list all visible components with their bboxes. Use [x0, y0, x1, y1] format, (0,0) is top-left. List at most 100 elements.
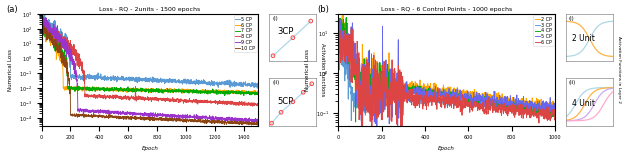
- Line: 6 CP: 6 CP: [42, 22, 259, 94]
- 3 CP: [551, 110, 559, 111]
- 10 CP: [255, 123, 262, 125]
- 5 CP: [164, 81, 172, 83]
- 4 CP: [335, 18, 342, 20]
- 4 CP: [551, 111, 559, 113]
- 3 CP: [379, 96, 387, 98]
- X-axis label: Epoch: Epoch: [438, 146, 455, 151]
- 9 CP: [227, 120, 235, 121]
- Line: 5 CP: 5 CP: [339, 20, 555, 137]
- 8 CP: [220, 100, 227, 102]
- 6 CP: [504, 111, 511, 113]
- 6 CP: [541, 113, 548, 115]
- 6 CP: [246, 93, 253, 95]
- 9 CP: [104, 109, 112, 111]
- Line: 8 CP: 8 CP: [42, 24, 259, 106]
- 5 CP: [227, 84, 235, 86]
- 7 CP: [255, 92, 262, 94]
- 4 CP: [527, 107, 534, 109]
- 5 CP: [512, 101, 520, 103]
- 9 CP: [38, 14, 46, 16]
- Text: Activation Functions: Activation Functions: [320, 43, 325, 96]
- 5 CP: [394, 136, 401, 138]
- 4 CP: [379, 75, 387, 77]
- Line: 7 CP: 7 CP: [42, 23, 259, 96]
- 5 CP: [527, 103, 534, 105]
- 8 CP: [38, 27, 45, 29]
- 9 CP: [220, 118, 227, 120]
- 10 CP: [87, 115, 95, 117]
- 4 CP: [348, 59, 356, 60]
- 6 CP: [38, 27, 45, 29]
- 7 CP: [87, 88, 95, 90]
- Y-axis label: Numerical Loss: Numerical Loss: [305, 49, 310, 91]
- Y-axis label: Numerical Loss: Numerical Loss: [8, 49, 13, 91]
- Text: (a): (a): [6, 5, 18, 14]
- Line: 9 CP: 9 CP: [42, 15, 259, 123]
- 6 CP: [379, 81, 387, 83]
- 5 CP: [379, 25, 387, 27]
- 8 CP: [255, 104, 262, 105]
- 2 CP: [335, 30, 342, 32]
- 7 CP: [220, 92, 227, 94]
- 5 CP: [335, 24, 342, 26]
- Line: 3 CP: 3 CP: [339, 47, 555, 121]
- Line: 6 CP: 6 CP: [339, 23, 555, 152]
- 5 CP: [255, 84, 262, 86]
- 10 CP: [39, 24, 47, 26]
- 7 CP: [227, 90, 235, 92]
- Text: 2 Unit: 2 Unit: [572, 35, 595, 44]
- 6 CP: [164, 89, 172, 91]
- 4 CP: [504, 107, 511, 109]
- 8 CP: [104, 96, 112, 98]
- 2 CP: [551, 107, 559, 109]
- 5 CP: [41, 7, 49, 9]
- Text: (b): (b): [317, 5, 329, 14]
- Text: 3CP: 3CP: [278, 27, 294, 36]
- 8 CP: [249, 105, 257, 107]
- 7 CP: [54, 44, 62, 46]
- 6 CP: [54, 50, 62, 52]
- 6 CP: [342, 22, 349, 24]
- 5 CP: [551, 107, 559, 109]
- 8 CP: [164, 99, 172, 101]
- 7 CP: [164, 90, 172, 91]
- 3 CP: [512, 103, 520, 105]
- 5 CP: [220, 81, 227, 83]
- 6 CP: [512, 106, 520, 108]
- 6 CP: [527, 106, 534, 108]
- 10 CP: [164, 118, 172, 120]
- 4 CP: [512, 108, 520, 110]
- 5 CP: [348, 43, 356, 45]
- Point: [288, 101, 298, 103]
- 4 CP: [352, 121, 360, 123]
- 7 CP: [104, 89, 112, 91]
- 9 CP: [253, 122, 261, 124]
- Line: 5 CP: 5 CP: [42, 8, 259, 88]
- 3 CP: [527, 106, 534, 108]
- 8 CP: [227, 100, 235, 102]
- 10 CP: [104, 116, 112, 118]
- 5 CP: [54, 38, 62, 39]
- Text: (i): (i): [569, 16, 575, 21]
- 5 CP: [504, 100, 511, 102]
- 5 CP: [87, 75, 95, 77]
- Line: 4 CP: 4 CP: [339, 18, 555, 122]
- 4 CP: [541, 115, 548, 117]
- 8 CP: [41, 23, 49, 25]
- 3 CP: [338, 46, 346, 48]
- Point: [306, 20, 316, 22]
- 6 CP: [359, 151, 367, 153]
- Point: [307, 82, 317, 85]
- 4 CP: [342, 17, 350, 18]
- 2 CP: [367, 113, 374, 114]
- Legend: 2 CP, 3 CP, 4 CP, 5 CP, 6 CP: 2 CP, 3 CP, 4 CP, 5 CP, 6 CP: [533, 15, 554, 46]
- 7 CP: [221, 95, 228, 97]
- 9 CP: [164, 116, 172, 118]
- 8 CP: [87, 94, 95, 96]
- Text: (i): (i): [272, 16, 278, 21]
- 6 CP: [220, 92, 227, 93]
- 9 CP: [38, 20, 45, 22]
- 6 CP: [104, 88, 112, 90]
- 10 CP: [253, 124, 261, 126]
- 2 CP: [379, 71, 387, 73]
